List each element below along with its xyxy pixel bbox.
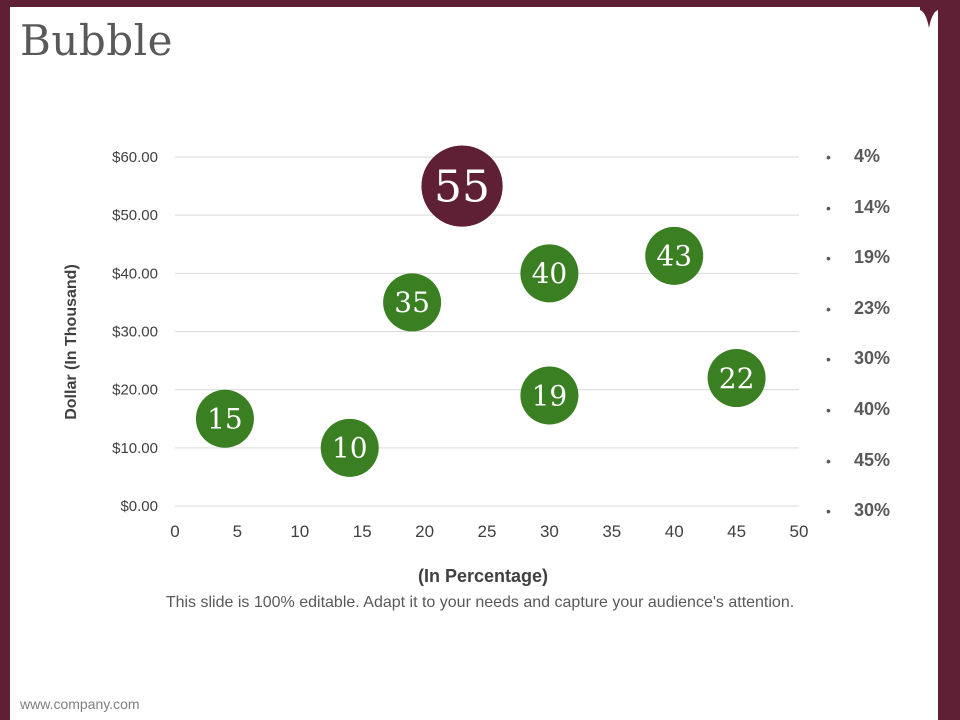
footer-url: www.company.com [20,696,140,712]
y-tick-label: $0.00 [120,498,158,515]
legend-item: • 45% [826,450,890,501]
top-frame-bar [0,0,960,7]
legend-label: 30% [854,500,891,521]
slide-caption: This slide is 100% editable. Adapt it to… [165,594,795,611]
x-tick-label: 50 [790,522,809,541]
bubble-label: 10 [332,432,368,465]
legend-item: • 4% [826,146,890,197]
legend-item: • 19% [826,247,890,298]
bubble-55 [421,145,503,227]
legend-label: 4% [854,146,881,166]
legend-label: 14% [854,196,891,217]
x-tick-label: 35 [602,522,621,541]
x-axis-ticks: 0 5 10 15 20 25 30 35 40 45 50 [170,522,808,541]
x-tick-label: 0 [170,522,179,541]
bubble-40 [520,244,579,303]
slide-title: Bubble [20,16,173,65]
x-tick-label: 10 [290,522,309,541]
y-tick-label: $50.00 [112,207,158,224]
bullet-icon: • [826,401,831,418]
x-tick-label: 30 [540,522,559,541]
x-tick-label: 15 [353,522,372,541]
y-tick-label: $30.00 [112,324,158,341]
legend-label: 45% [854,449,891,470]
bubble-label: 15 [207,403,243,436]
x-tick-label: 5 [233,522,242,541]
bubble-label: 43 [656,240,692,273]
bubble-label: 40 [532,257,568,290]
bullet-icon: • [826,149,831,165]
bubble-label: 19 [532,379,568,412]
bullet-icon: • [826,452,831,469]
right-frame-bar [938,0,960,720]
bullet-icon: • [826,351,831,368]
legend-label: 23% [854,297,891,318]
y-tick-label: $10.00 [112,440,158,457]
x-tick-label: 40 [665,522,684,541]
legend-item: • 14% [826,197,890,248]
bubble-43 [645,226,704,285]
legend-label: 40% [854,398,891,419]
y-tick-label: $20.00 [112,382,158,399]
legend-item: • 40% [826,399,890,450]
legend-label: 30% [854,348,891,369]
top-notch-decoration [920,0,938,28]
bullet-icon: • [826,199,831,216]
x-tick-label: 25 [478,522,497,541]
x-tick-label: 20 [415,522,434,541]
bubble-label: 22 [719,362,755,395]
legend-label: 19% [854,247,891,268]
y-tick-label: $60.00 [112,149,158,166]
y-axis-label: Dollar (In Thousand) [63,264,80,420]
bubble-35 [383,273,442,332]
y-tick-label: $40.00 [112,265,158,282]
bubble-15 [195,389,254,448]
bubble-19 [520,366,579,425]
legend-item: • 23% [826,298,890,349]
bullet-icon: • [826,300,831,317]
bubbles: 15 10 35 55 40 19 43 22 [195,145,766,477]
bubble-label: 55 [434,161,490,212]
legend: • 4% • 14% • 19% • 23% • 30% • 40% • 45% • 30% [826,146,890,551]
bubble-chart: $0.00 $10.00 $20.00 $30.00 $40.00 $50.00 $60.0… [63,145,808,586]
bubble-22 [707,349,766,408]
bubble-label: 35 [394,286,430,319]
bullet-icon: • [826,250,831,267]
legend-item: • 30% [826,500,890,551]
legend-item: • 30% [826,348,890,399]
x-axis-label: (In Percentage) [418,566,548,586]
left-frame-bar [0,0,10,720]
bullet-icon: • [826,503,831,520]
bubble-10 [320,418,379,477]
x-tick-label: 45 [727,522,746,541]
y-axis-ticks: $0.00 $10.00 $20.00 $30.00 $40.00 $50.00 $60.0… [112,149,158,515]
